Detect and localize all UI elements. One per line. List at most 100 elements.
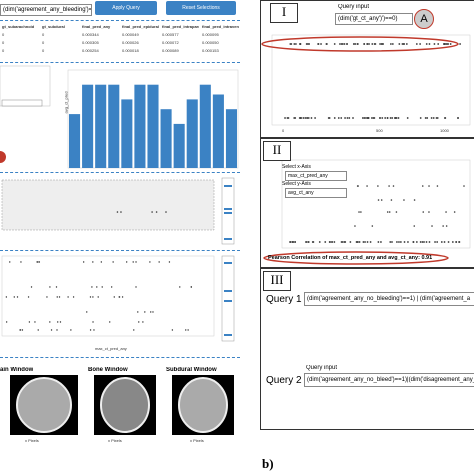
scatter-dot	[354, 225, 356, 227]
query-input[interactable]: (dim('agreement_any_no_bleed')==1)|(dim(…	[304, 373, 474, 387]
scatter-dot	[137, 311, 139, 313]
scatter-dot	[324, 241, 327, 243]
scatter-dot	[449, 43, 452, 45]
scatter-dot	[424, 117, 427, 119]
scatter-dot	[311, 241, 314, 243]
correlation-text: Pearson Correlation of max_ct_pred_any a…	[268, 255, 433, 261]
scatter-dot	[394, 117, 397, 119]
scatter-dot	[27, 296, 30, 298]
scatter-dot	[118, 296, 121, 298]
image-x-label: x Pixels	[190, 438, 204, 443]
scatter-dot	[333, 241, 336, 243]
table-cell: 0.000089	[162, 48, 179, 53]
query-input[interactable]: (dim('gt_ct_any')')==0)	[335, 13, 413, 25]
scatter-dot	[149, 261, 151, 263]
scatter-dot	[295, 43, 297, 45]
scatter-dot	[100, 261, 103, 263]
badge: A	[414, 9, 434, 29]
scatter-dot	[428, 185, 430, 187]
hist-bar	[224, 185, 232, 187]
plot-area	[1, 255, 215, 337]
scatter-dot	[16, 296, 19, 298]
scatter-dot	[38, 261, 41, 263]
plot-area	[1, 179, 215, 231]
table: gt_subarachnoid gt_subdural final_pred_any…	[0, 24, 240, 60]
y-select[interactable]: avg_ct_any	[285, 188, 347, 198]
image-title: Bone Window	[88, 367, 128, 373]
scatter-dot	[21, 329, 24, 331]
scatter-dot	[354, 43, 357, 45]
table-header: gt_subdural	[42, 24, 65, 29]
scatter-dot	[320, 43, 322, 45]
scatter-dot	[138, 321, 140, 323]
panel	[260, 268, 474, 430]
scatter-dot	[436, 185, 439, 187]
scatter-dot	[371, 43, 374, 45]
scatter-dot	[132, 261, 134, 263]
scatter-dot	[331, 241, 333, 243]
ct-skull	[178, 377, 228, 433]
scatter-dot	[412, 241, 415, 243]
scatter-dot	[363, 117, 366, 119]
scatter-dot	[366, 185, 368, 187]
x-tick-label: 0	[282, 128, 285, 133]
scatter-dot	[358, 211, 360, 213]
figure-label: b)	[262, 456, 274, 471]
panel	[260, 0, 474, 138]
scatter-dot	[92, 261, 94, 263]
x-select[interactable]: max_ct_pred_any	[285, 171, 347, 181]
table-cell: 0.000049	[122, 32, 139, 37]
scatter-dot	[405, 43, 408, 45]
scatter-dot	[380, 241, 382, 243]
scatter-dot	[121, 296, 124, 298]
scatter-dot	[368, 43, 370, 45]
scatter-dot	[437, 43, 440, 45]
scatter-dot	[337, 117, 340, 119]
scatter-dot	[403, 199, 405, 201]
scatter-dot	[37, 329, 39, 331]
scatter-dot	[306, 117, 308, 119]
bar	[69, 114, 81, 168]
table-cell: 0.000095	[202, 32, 219, 37]
hist-bar	[224, 334, 232, 336]
histogram	[221, 177, 235, 245]
scatter-dot	[428, 241, 431, 243]
query-input[interactable]: (dim('agreement_any_no_bleeding')==1) | …	[304, 292, 474, 306]
scatter-dot	[356, 185, 359, 187]
scatter-dot	[402, 43, 405, 45]
table-header: final_pred_intraparenchymal	[162, 24, 199, 29]
scatter-dot	[28, 321, 31, 323]
table-header: final_pred_intraventricular	[202, 24, 239, 29]
table-cell: 0.000050	[202, 40, 219, 45]
scatter-dot	[133, 329, 135, 331]
ct-skull	[16, 377, 72, 433]
scatter-dot	[443, 43, 446, 45]
scatter-dot	[82, 261, 85, 263]
scatter-dot	[388, 211, 391, 213]
scatter-dot	[20, 261, 22, 263]
image-x-label: x Pixels	[108, 438, 122, 443]
scatter-dot	[109, 321, 111, 323]
scatter-dot	[50, 329, 53, 331]
scatter-dot	[352, 117, 354, 119]
divider	[0, 357, 240, 358]
scatter-dot	[190, 286, 192, 288]
scatter-dot	[318, 241, 321, 243]
scatter-dot	[444, 117, 447, 119]
scatter-dot	[97, 296, 99, 298]
scatter-dot	[142, 321, 144, 323]
reset-button[interactable]: Reset Selections	[166, 1, 236, 15]
scatter-dot	[413, 225, 416, 227]
bar	[199, 84, 211, 168]
bar	[186, 99, 198, 168]
divider	[0, 250, 240, 251]
scatter-dot	[423, 241, 425, 243]
scatter-dot	[419, 241, 422, 243]
highlight	[263, 251, 449, 265]
apply-button[interactable]: Apply Query	[95, 1, 157, 15]
scatter-dot	[96, 286, 98, 288]
query-input[interactable]: (dim('agreement_any_bleeding')==1)	[0, 4, 92, 16]
x-tick-label: 500	[376, 128, 383, 133]
scatter-dot	[374, 43, 377, 45]
hist-bar	[224, 262, 232, 264]
